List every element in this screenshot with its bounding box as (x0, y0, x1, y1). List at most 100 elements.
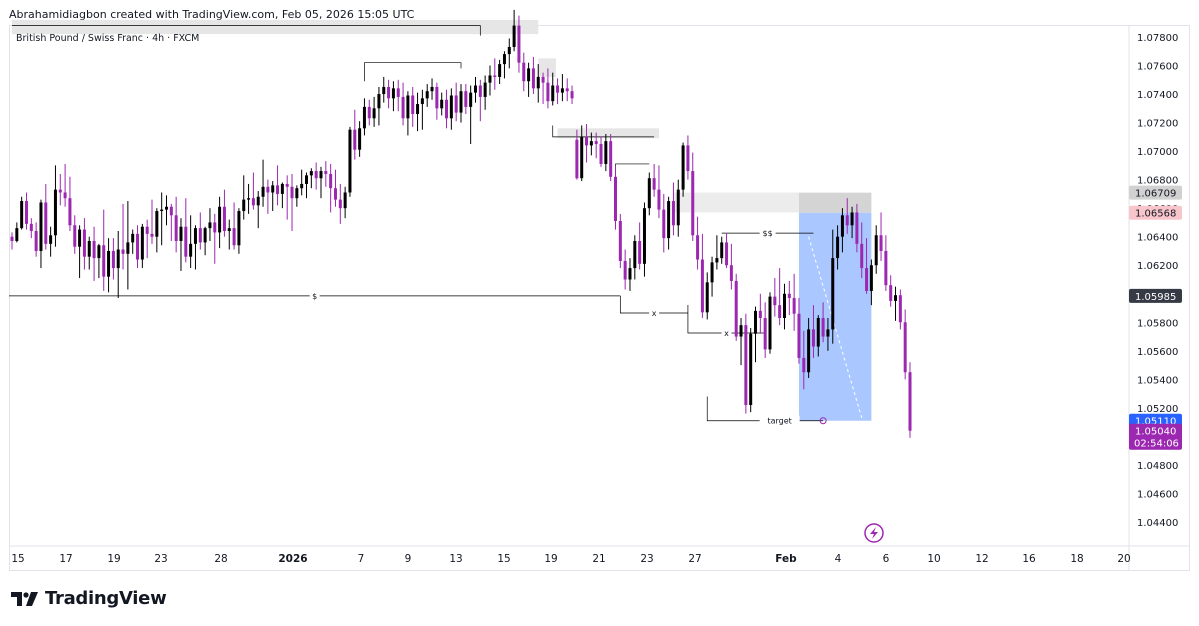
countdown-label: 02:54:06 (1134, 439, 1179, 450)
brand-logo[interactable]: TradingView (11, 588, 167, 609)
candle-body (493, 75, 497, 77)
chart-frame[interactable] (9, 25, 1190, 571)
candle-body (440, 99, 444, 109)
candle-body (821, 318, 825, 337)
candle-body (652, 178, 656, 190)
candle-body (247, 198, 251, 200)
candle-body (295, 188, 299, 199)
y-tick-label: 1.04600 (1137, 489, 1178, 500)
y-tick-label: 1.06400 (1137, 233, 1178, 244)
candle-body (773, 296, 777, 306)
x-tick-label: 23 (154, 553, 167, 565)
candle-body (382, 86, 386, 95)
lightning-icon[interactable] (864, 523, 884, 543)
tradingview-logo-icon (11, 591, 38, 606)
candle-body (145, 226, 149, 234)
candle-body (271, 185, 275, 193)
candle-body (710, 262, 714, 283)
x-tick-label: 13 (449, 553, 462, 565)
candle-body (792, 298, 796, 314)
y-tick-label: 1.07200 (1137, 119, 1178, 130)
candle-body (164, 206, 168, 210)
x-tick-label: 15 (497, 553, 510, 565)
candle-body (787, 293, 791, 299)
level-label: $ (312, 292, 317, 301)
price-tag (1129, 205, 1182, 220)
x-tick-label: Feb (775, 553, 797, 565)
candle-body (155, 211, 159, 237)
candle-body (725, 242, 729, 266)
y-tick-label: 1.07600 (1137, 62, 1178, 73)
x-tick-label: 6 (883, 553, 890, 565)
candle-body (78, 229, 82, 247)
level-label: target (767, 417, 791, 426)
candle-body (68, 198, 72, 226)
candle-body (97, 245, 101, 259)
x-tick-label: 27 (688, 553, 701, 565)
candle-body (894, 295, 898, 301)
candle-body (140, 226, 144, 260)
candle-body (213, 222, 217, 233)
y-tick-label: 1.07400 (1137, 90, 1178, 101)
structure-line (364, 62, 462, 82)
candle-body (102, 245, 106, 277)
candle-body (198, 228, 202, 243)
candle-body (826, 329, 830, 337)
candle-body (232, 228, 236, 246)
candle-body (416, 104, 420, 115)
candle-body (594, 141, 598, 144)
level-label: x (652, 309, 657, 318)
candle-body (261, 186, 265, 197)
candle-body (406, 95, 410, 119)
candle-body (300, 183, 304, 189)
candle-body (449, 95, 453, 119)
candle-body (107, 250, 111, 277)
y-tick-label: 1.05800 (1137, 318, 1178, 329)
candle-body (556, 85, 560, 93)
candle-body (266, 186, 270, 193)
candle-body (642, 208, 646, 264)
candle-body (560, 88, 564, 93)
price-tag (1129, 185, 1182, 200)
supply-zone (12, 19, 539, 35)
candle-body (87, 240, 91, 257)
chart-caption: Abrahamidiagbon created with TradingView… (9, 8, 415, 21)
x-tick-label: 12 (975, 553, 988, 565)
candle-body (609, 141, 613, 177)
candle-body (874, 235, 878, 266)
candle-body (227, 228, 231, 231)
candle-body (681, 145, 685, 190)
candle-body (845, 215, 849, 226)
candle-body (111, 250, 115, 269)
candle-body (411, 95, 415, 115)
x-tick-label: 9 (405, 553, 412, 565)
candle-body (541, 76, 545, 83)
x-tick-label: 18 (1070, 553, 1083, 565)
candle-body (778, 305, 782, 319)
symbol-label: British Pound / Swiss Franc · 4h · FXCM (16, 33, 200, 44)
x-tick-label: 7 (358, 553, 365, 565)
candle-body (502, 54, 506, 65)
candle-body (343, 192, 347, 209)
candle-body (20, 201, 24, 229)
level-label: $$ (762, 229, 772, 238)
candle-body (623, 260, 627, 280)
brand-name: TradingView (45, 588, 167, 609)
candle-body (329, 173, 333, 189)
candle-body (667, 201, 671, 239)
candle-body (63, 192, 67, 199)
candle-body (869, 265, 873, 291)
candle-body (58, 189, 62, 193)
y-tick-label: 1.05200 (1137, 404, 1178, 415)
candle-body (435, 86, 439, 109)
y-tick-label: 1.06200 (1137, 261, 1178, 272)
y-tick-label: 1.05600 (1137, 347, 1178, 358)
candle-body (242, 199, 246, 212)
candle-body (860, 243, 864, 269)
candle-body (802, 357, 806, 373)
candle-body (459, 91, 463, 113)
candle-body (531, 68, 535, 89)
y-tick-label: 1.05400 (1137, 375, 1178, 386)
candle-body (319, 171, 323, 179)
